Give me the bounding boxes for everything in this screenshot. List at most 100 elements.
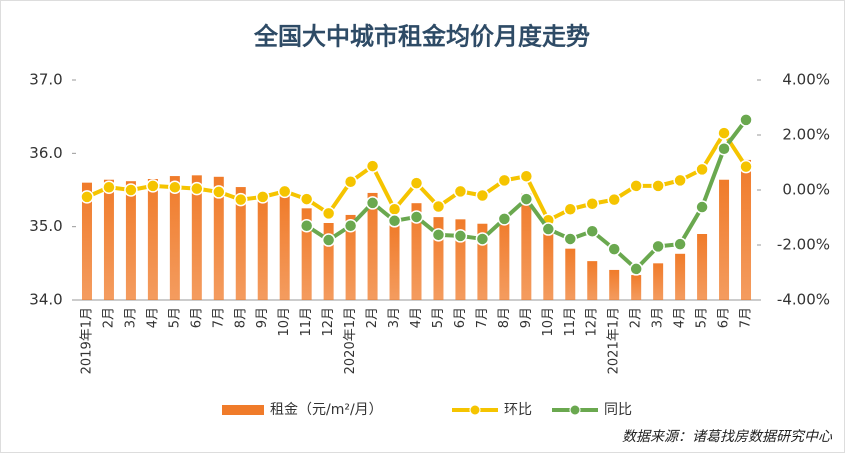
x-tick-label: 4月	[673, 307, 688, 328]
bar	[103, 179, 114, 300]
x-tick-label: 11月	[299, 307, 314, 337]
point	[212, 185, 226, 199]
point	[717, 126, 731, 140]
point	[695, 162, 709, 177]
x-tick-label: 2月	[629, 307, 644, 328]
x-tick-label: 8月	[233, 307, 248, 328]
point	[497, 173, 512, 188]
bar	[279, 194, 290, 300]
point	[519, 169, 534, 183]
point	[475, 188, 490, 203]
bar	[433, 217, 444, 300]
point	[102, 180, 116, 194]
bar	[653, 263, 664, 300]
x-tick-label: 8月	[497, 307, 512, 328]
bar	[499, 217, 510, 300]
y2-tick-label: -4.00%	[777, 291, 830, 309]
point	[387, 202, 402, 216]
chart-title: 全国大中城市租金均价月度走势	[253, 22, 590, 51]
y-tick-label: 35.0	[29, 217, 62, 235]
point	[519, 192, 534, 206]
bar	[697, 234, 708, 300]
x-tick-label: 3月	[651, 307, 666, 328]
x-tick-label: 10月	[541, 307, 556, 337]
y-tick-label: 37.0	[29, 71, 62, 89]
point	[607, 192, 621, 207]
point	[80, 190, 94, 204]
x-tick-label: 5月	[695, 307, 710, 328]
bar	[521, 193, 532, 300]
point	[739, 113, 753, 127]
legend-swatch	[469, 404, 481, 416]
x-tick-label: 2019年1月	[79, 307, 94, 374]
bar	[631, 275, 642, 300]
bar	[609, 269, 620, 300]
x-tick-label: 9月	[255, 307, 270, 328]
x-tick-label: 9月	[519, 307, 534, 328]
bar	[587, 261, 598, 300]
x-tick-label: 10月	[277, 307, 292, 337]
y-tick-label: 34.0	[29, 291, 62, 309]
point	[124, 183, 138, 197]
point	[541, 222, 556, 236]
point	[255, 190, 270, 204]
point	[299, 192, 314, 206]
bar	[169, 176, 180, 300]
point	[497, 212, 512, 226]
bar	[455, 219, 466, 300]
point	[453, 184, 468, 199]
x-tick-label: 7月	[475, 307, 490, 328]
x-tick-label: 6月	[717, 307, 732, 328]
x-tick-label: 4月	[145, 307, 160, 328]
bar	[81, 182, 92, 300]
point	[409, 176, 424, 190]
legend-label: 环比	[504, 402, 532, 418]
point	[585, 224, 599, 238]
bar	[675, 253, 686, 300]
y2-tick-label: 4.00%	[782, 71, 830, 89]
x-tick-label: 2月	[101, 307, 116, 328]
point	[629, 262, 643, 276]
bar	[235, 187, 246, 300]
point	[453, 229, 468, 243]
y2-tick-label: -2.00%	[777, 236, 830, 254]
bar	[301, 208, 312, 300]
point	[299, 219, 314, 233]
point	[607, 242, 621, 256]
point	[168, 180, 182, 194]
y2-tick-label: 2.00%	[782, 126, 830, 144]
y-tick-label: 36.0	[29, 144, 62, 162]
bar	[323, 223, 334, 300]
x-tick-label: 2021年1月	[607, 307, 622, 374]
x-tick-label: 3月	[387, 307, 402, 328]
x-tick-label: 3月	[123, 307, 138, 328]
point	[409, 210, 424, 224]
bar	[345, 214, 356, 300]
point	[563, 232, 578, 246]
point	[673, 173, 687, 188]
legend-label: 租金（元/m²/月）	[270, 402, 383, 418]
x-tick-label: 6月	[189, 307, 204, 328]
x-tick-label: 2020年1月	[343, 307, 358, 374]
bar	[367, 192, 378, 300]
x-tick-label: 6月	[453, 307, 468, 328]
point	[277, 184, 292, 199]
bar	[477, 223, 488, 300]
point	[651, 239, 665, 254]
point	[146, 179, 160, 193]
point	[431, 199, 446, 214]
point	[673, 237, 687, 251]
x-tick-label: 12月	[321, 307, 336, 337]
bar	[125, 181, 136, 300]
point	[475, 232, 490, 246]
bar	[257, 197, 268, 300]
legend-swatch	[569, 404, 581, 416]
point	[365, 159, 380, 173]
x-tick-label: 5月	[431, 307, 446, 328]
x-tick-label: 4月	[409, 307, 424, 328]
y2-tick-label: 0.00%	[782, 181, 830, 199]
point	[585, 197, 599, 211]
point	[190, 181, 204, 196]
